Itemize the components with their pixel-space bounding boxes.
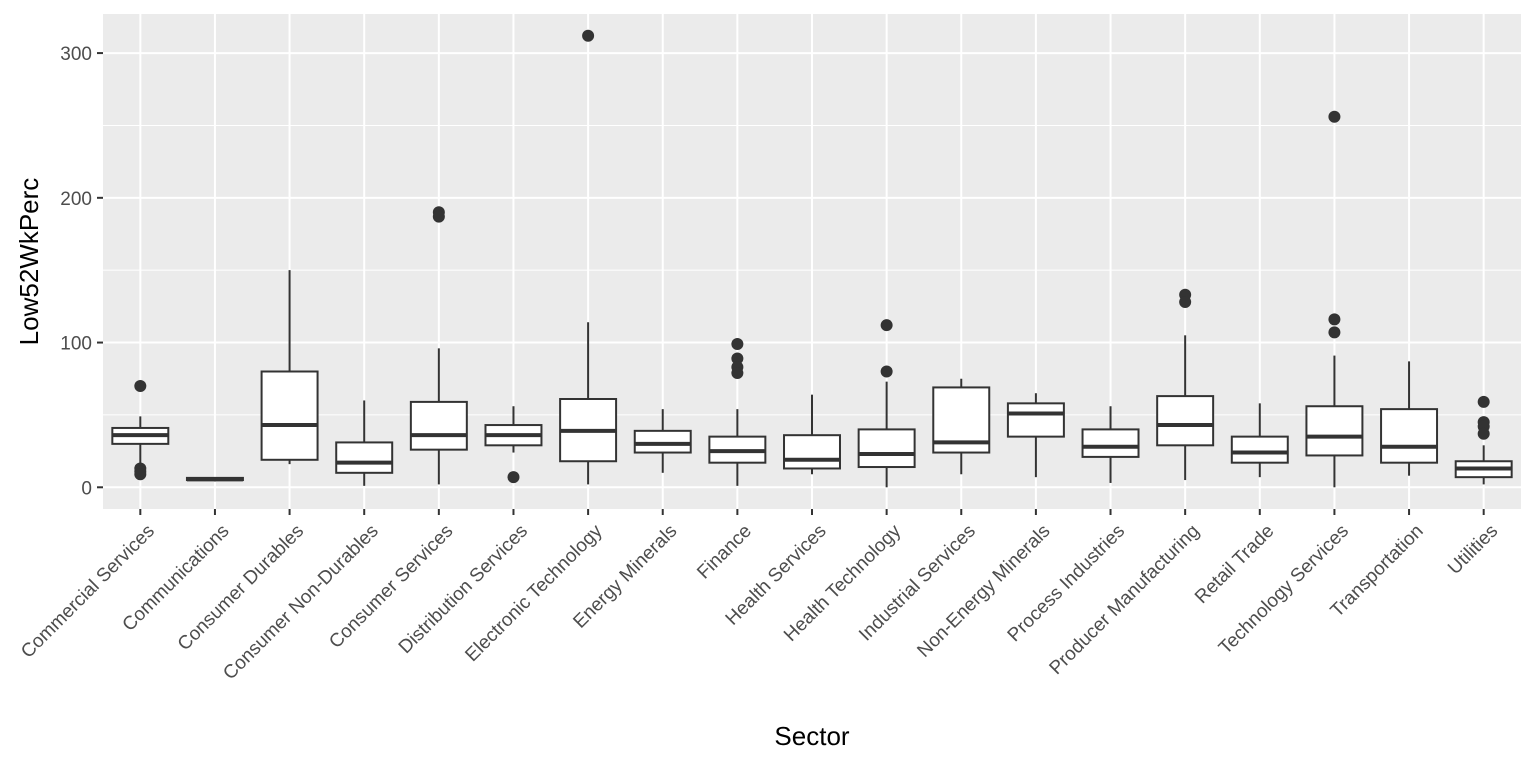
box-iqr	[857, 428, 916, 469]
x-tick-label: Finance	[693, 521, 756, 584]
box-electronic-technology	[559, 29, 618, 485]
outlier-point	[1179, 296, 1192, 309]
box-health-technology	[857, 319, 916, 488]
box-iqr	[409, 400, 468, 451]
outlier-point	[731, 352, 744, 365]
outlier-point	[1328, 326, 1341, 339]
x-axis: Commercial ServicesCommunicationsConsume…	[17, 509, 1502, 684]
outlier-point	[1328, 313, 1341, 326]
box-iqr	[633, 429, 692, 454]
x-tick-label: Distribution Services	[395, 521, 532, 658]
box-producer-manufacturing	[1156, 288, 1215, 481]
box-iqr	[1230, 435, 1289, 464]
x-tick-label: Consumer Services	[325, 521, 457, 653]
box-iqr	[1380, 408, 1439, 464]
box-industrial-services	[932, 378, 991, 475]
box-energy-minerals	[633, 409, 692, 473]
outlier-point	[1477, 427, 1490, 440]
box-health-services	[783, 394, 841, 475]
y-tick-label: 100	[60, 334, 92, 355]
box-iqr	[1156, 395, 1215, 447]
box-communications	[185, 476, 244, 482]
outlier-point	[731, 366, 744, 379]
box-iqr	[1081, 428, 1140, 458]
x-tick-label: Electronic Technology	[461, 520, 607, 666]
outlier-point	[731, 338, 744, 350]
outlier-point	[134, 379, 147, 392]
box-consumer-non-durables	[335, 400, 394, 486]
y-tick-label: 200	[60, 189, 92, 210]
x-tick-label: Commercial Services	[17, 521, 159, 663]
x-tick-label: Technology Services	[1215, 521, 1353, 659]
box-consumer-services	[409, 206, 468, 485]
box-technology-services	[1305, 110, 1364, 488]
box-process-industries	[1081, 406, 1140, 483]
box-commercial-services	[111, 379, 170, 481]
y-axis-title: Low52WkPerc	[14, 178, 44, 346]
y-tick-label: 0	[81, 478, 92, 499]
box-iqr	[783, 434, 841, 470]
box-distribution-services	[484, 406, 543, 484]
x-tick-label: Non-Energy Minerals	[913, 521, 1054, 662]
outlier-point	[880, 365, 893, 378]
box-retail-trade	[1230, 403, 1289, 478]
box-series	[111, 29, 1513, 488]
box-iqr	[335, 441, 394, 474]
box-non-energy-minerals	[1006, 393, 1065, 478]
y-tick-label: 300	[60, 44, 92, 65]
x-tick-label: Consumer Durables	[174, 521, 308, 655]
outlier-point	[432, 210, 445, 223]
box-consumer-durables	[260, 270, 319, 465]
outlier-point	[880, 319, 893, 332]
box-iqr	[1305, 405, 1364, 457]
box-iqr	[1006, 402, 1065, 438]
x-axis-title: Sector	[774, 721, 849, 751]
outlier-point	[507, 471, 520, 484]
box-iqr	[260, 370, 319, 461]
outlier-point	[134, 468, 147, 481]
y-axis: 0 100 200 300	[60, 44, 103, 499]
outlier-point	[1477, 395, 1490, 408]
x-tick-label: Consumer Non-Durables	[219, 521, 382, 684]
box-finance	[708, 338, 767, 486]
box-utilities	[1454, 395, 1513, 485]
x-tick-label: Utilities	[1444, 521, 1502, 579]
x-tick-label: Producer Manufacturing	[1046, 521, 1204, 679]
outlier-point	[1328, 110, 1341, 123]
outlier-point	[582, 29, 595, 42]
box-transportation	[1380, 361, 1439, 476]
